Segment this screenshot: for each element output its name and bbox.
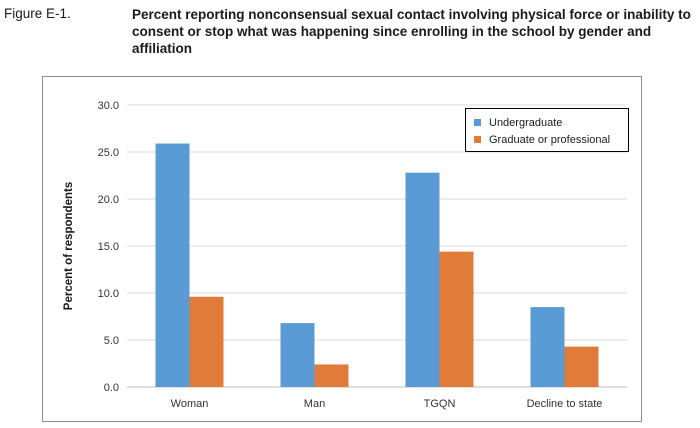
y-tick-label: 20.0 [98,194,119,206]
bar-undergraduate [280,323,315,387]
chart-frame: 0.0 5.0 10.0 15.0 20.0 25.0 30.0 Percent of res… [42,76,642,422]
bar-graduate [189,296,224,387]
legend-item-undergraduate: Undergraduate [474,114,628,131]
y-tick-label: 15.0 [98,241,119,253]
chart-legend: Undergraduate Graduate or professional [465,108,629,152]
bar-graduate [564,346,599,387]
bar-undergraduate [530,307,565,387]
legend-label-graduate: Graduate or professional [489,133,611,146]
bar-chart: 0.0 5.0 10.0 15.0 20.0 25.0 30.0 Percent of res… [63,100,627,410]
x-tick-label: TGQN [424,398,456,410]
x-tick-label: Man [304,398,325,410]
figure-label: Figure E-1. [4,6,71,21]
legend-item-graduate: Graduate or professional [474,131,628,148]
legend-swatch-graduate [474,136,481,143]
bar-undergraduate [405,172,440,387]
y-tick-label: 5.0 [104,335,119,347]
legend-label-undergraduate: Undergraduate [489,116,563,129]
y-tick-label: 10.0 [98,288,119,300]
y-tick-label: 0.0 [104,382,119,394]
x-tick-label: Decline to state [527,398,603,410]
bar-undergraduate [155,143,190,387]
legend-swatch-undergraduate [474,119,481,126]
bar-graduate [439,251,474,387]
figure-title: Percent reporting nonconsensual sexual c… [132,7,691,56]
y-axis-label: Percent of respondents [63,182,75,310]
bar-graduate [314,364,349,387]
y-tick-label: 30.0 [98,100,119,112]
y-tick-label: 25.0 [98,147,119,159]
x-tick-label: Woman [171,398,209,410]
